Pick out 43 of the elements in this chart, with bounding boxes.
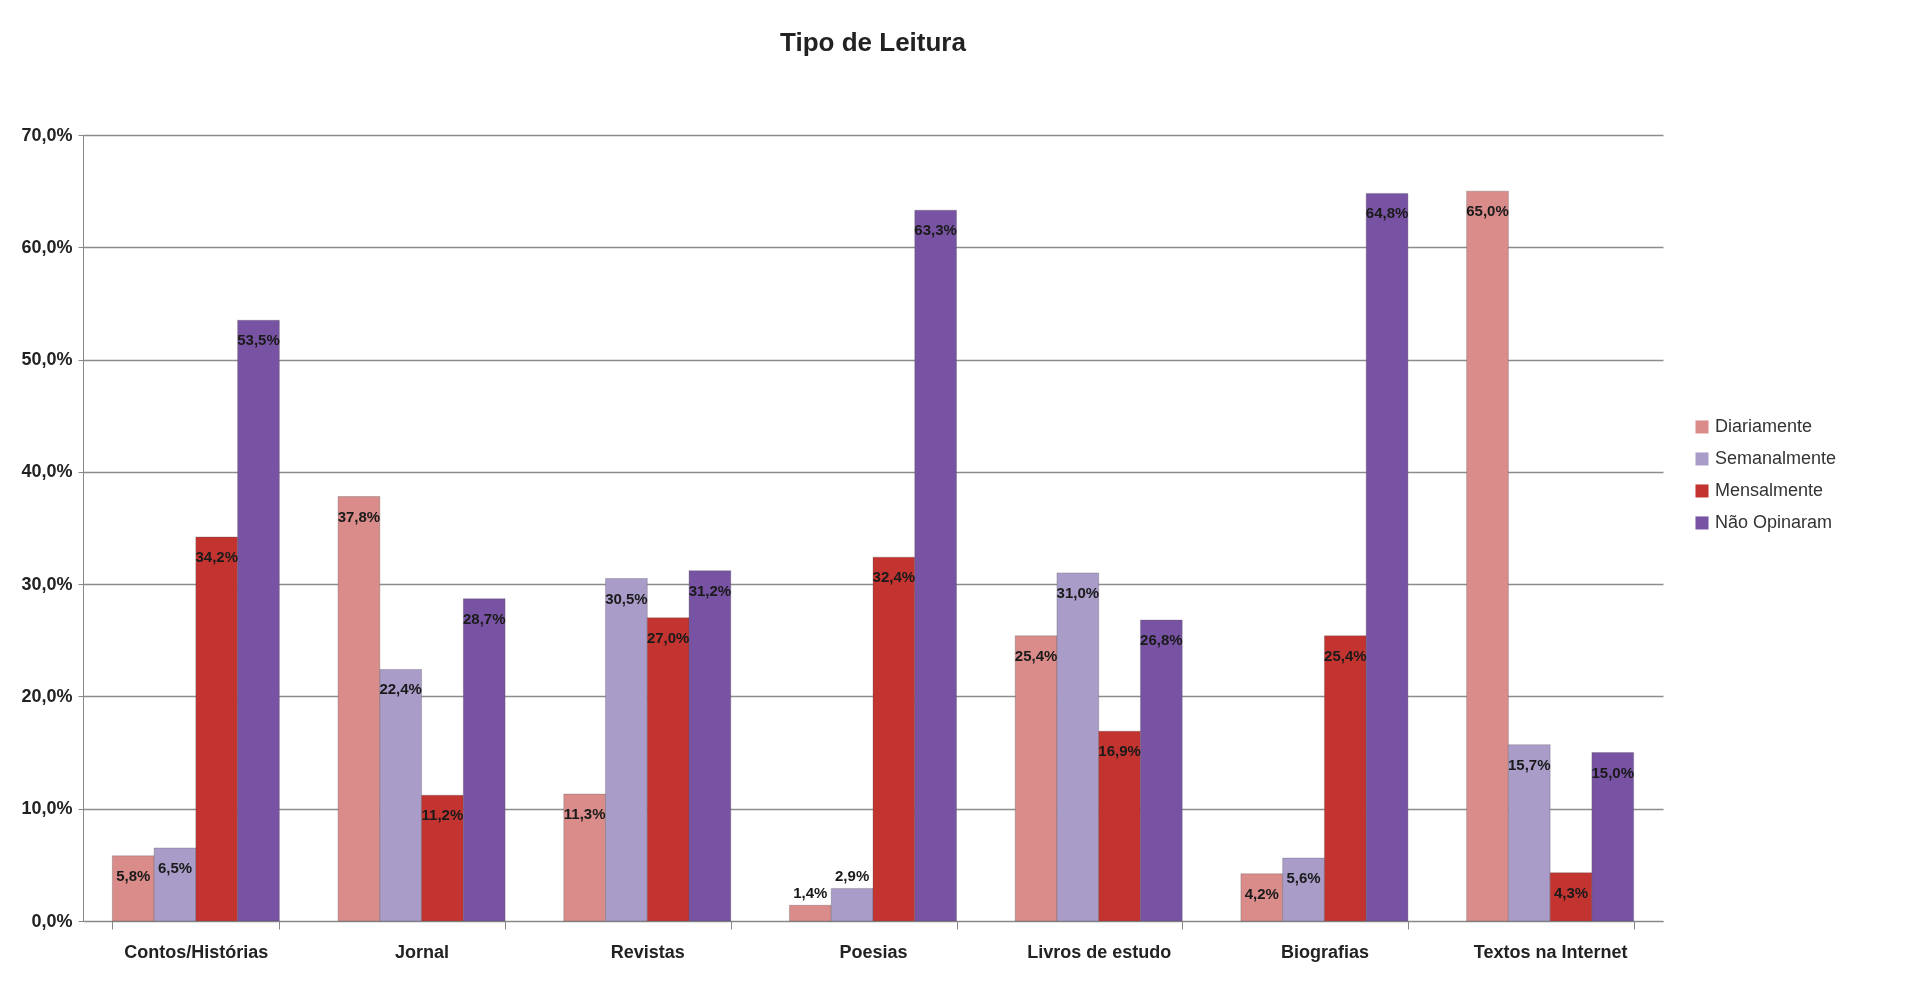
x-tick-label: Poesias: [839, 941, 908, 962]
x-tick-label: Biografias: [1280, 941, 1369, 962]
data-label: 11,2%: [421, 806, 464, 824]
data-label: 22,4%: [379, 680, 422, 698]
y-tick-label: 60,0%: [21, 236, 73, 257]
data-label: 30,5%: [605, 589, 648, 607]
data-label: 16,9%: [1098, 742, 1141, 760]
legend-label: Diariamente: [1715, 415, 1813, 436]
data-label: 15,0%: [1591, 763, 1635, 781]
data-label: 37,8%: [337, 507, 381, 525]
x-tick-label: Livros de estudo: [1027, 941, 1172, 962]
data-label: 32,4%: [872, 568, 916, 586]
data-label: 6,5%: [157, 859, 193, 877]
legend-label: Mensalmente: [1715, 479, 1824, 500]
y-tick-label: 0,0%: [31, 910, 73, 931]
data-label: 4,3%: [1553, 883, 1589, 901]
data-label: 11,3%: [563, 805, 606, 823]
data-label: 31,2%: [688, 581, 732, 599]
chart-title: Tipo de Leitura: [780, 27, 967, 57]
data-label: 25,4%: [1014, 646, 1058, 664]
data-label: 4,2%: [1244, 884, 1279, 902]
data-label: 34,2%: [195, 547, 239, 565]
y-tick-label: 50,0%: [21, 349, 73, 370]
legend-label: Não Opinaram: [1715, 511, 1833, 532]
data-label: 15,7%: [1507, 755, 1551, 773]
data-label: 64,8%: [1365, 204, 1409, 222]
data-label: 5,6%: [1286, 869, 1321, 887]
data-label: 27,0%: [646, 628, 690, 646]
x-tick-label: Revistas: [610, 941, 685, 962]
y-tick-label: 10,0%: [21, 798, 73, 819]
y-tick-label: 30,0%: [21, 573, 73, 594]
y-tick-label: 70,0%: [21, 124, 73, 145]
legend-label: Semanalmente: [1715, 447, 1837, 468]
x-tick-label: Jornal: [395, 941, 450, 962]
data-label: 5,8%: [116, 866, 151, 884]
data-label: 31,0%: [1056, 583, 1100, 601]
x-tick-label: Contos/Histórias: [124, 941, 269, 962]
data-label: 65,0%: [1466, 202, 1509, 220]
x-tick-label: Textos na Internet: [1473, 941, 1628, 962]
y-tick-label: 20,0%: [21, 685, 73, 706]
y-tick-label: 40,0%: [21, 461, 73, 482]
data-label: 2,9%: [835, 867, 870, 885]
data-label: 1,4%: [793, 884, 828, 902]
